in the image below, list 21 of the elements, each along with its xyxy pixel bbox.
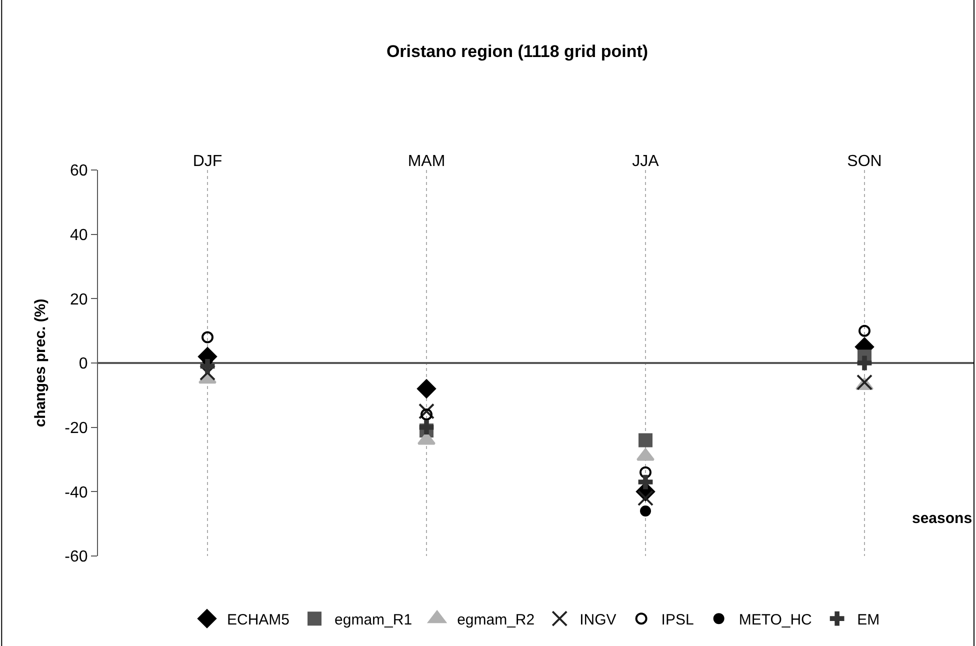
y-tick-label: -40 — [64, 484, 88, 502]
legend-label: METO_HC — [738, 611, 812, 628]
legend-label: ECHAM5 — [227, 611, 290, 628]
legend-label: egmam_R2 — [457, 611, 535, 628]
y-axis-title: changes prec. (%) — [32, 298, 49, 428]
chart-title: Oristano region (1118 grid point) — [386, 42, 648, 62]
y-tick-label: 60 — [70, 162, 88, 180]
y-tick-label: 20 — [70, 291, 88, 308]
legend-label: INGV — [580, 611, 616, 628]
y-tick-label: -20 — [64, 420, 88, 437]
x-tick-label: DJF — [192, 152, 222, 170]
legend-label: egmam_R1 — [334, 611, 412, 628]
x-tick-label: SON — [847, 152, 882, 170]
y-tick-label: 0 — [78, 356, 88, 373]
y-tick-label: -60 — [64, 548, 88, 566]
y-tick-label: 40 — [70, 226, 88, 244]
x-tick-label: MAM — [408, 152, 446, 170]
x-tick-label: JJA — [632, 152, 660, 170]
legend-label: EM — [857, 611, 880, 628]
legend-label: IPSL — [661, 611, 694, 628]
x-axis-title: seasons — [912, 510, 972, 527]
